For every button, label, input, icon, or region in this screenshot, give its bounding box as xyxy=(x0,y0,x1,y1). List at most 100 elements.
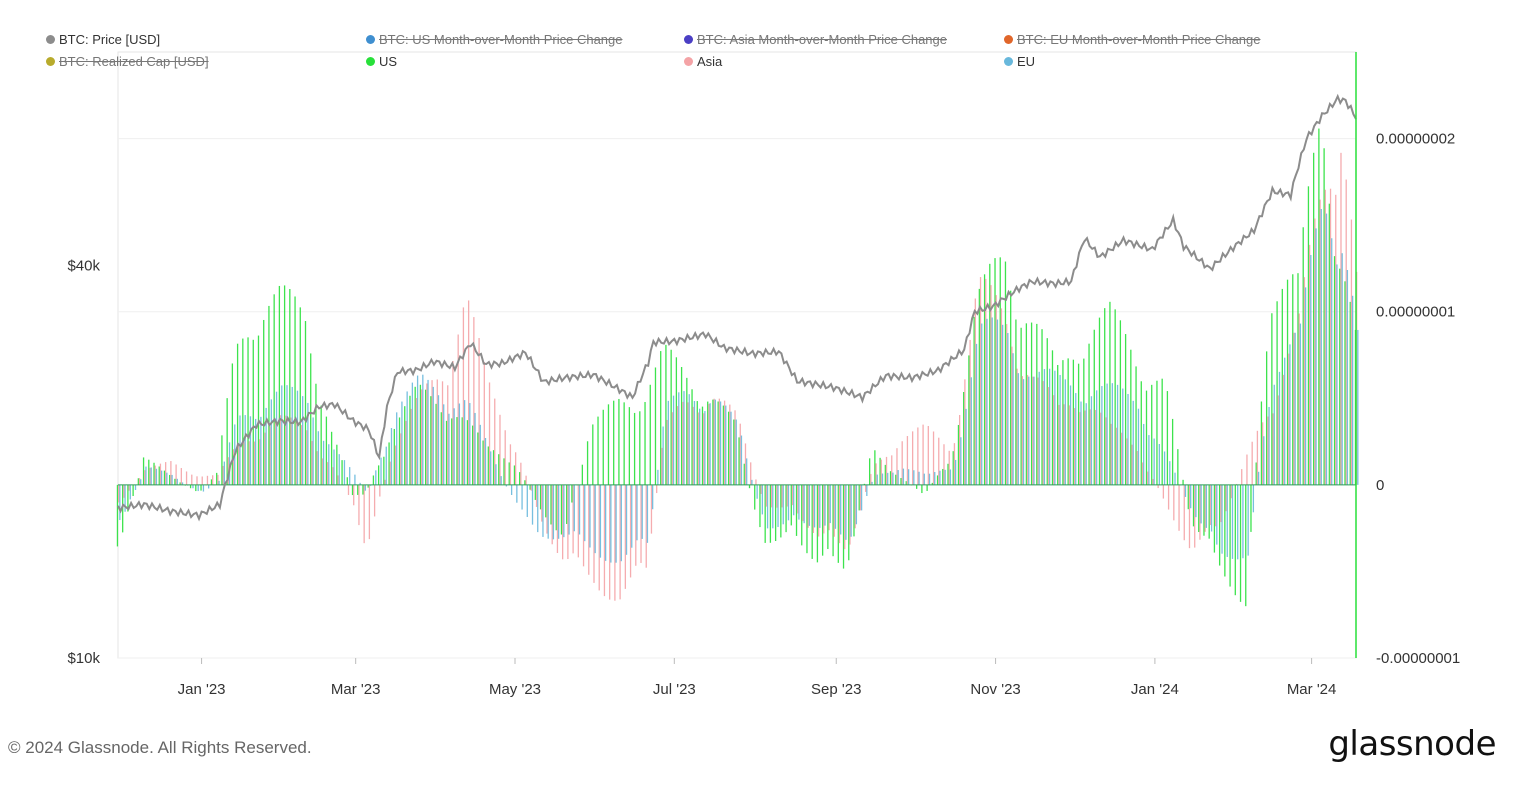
us-bar xyxy=(456,417,458,485)
asia-bar xyxy=(1204,484,1206,532)
us-bar xyxy=(837,484,839,563)
eu-bar xyxy=(249,416,252,485)
asia-bar xyxy=(729,404,731,485)
asia-bar xyxy=(530,484,532,491)
legend-dot-icon xyxy=(1004,57,1013,66)
copyright-text: © 2024 Glassnode. All Rights Reserved. xyxy=(8,738,312,757)
legend-item-eu[interactable]: EU xyxy=(1004,54,1035,69)
asia-bar xyxy=(718,398,721,485)
asia-bar xyxy=(363,484,365,544)
asia-bar xyxy=(1303,277,1306,485)
eu-bar xyxy=(662,426,664,485)
us-bar xyxy=(560,484,563,535)
eu-bar xyxy=(652,484,654,510)
us-bar xyxy=(586,441,589,485)
asia-bar xyxy=(614,484,616,601)
eu-bar xyxy=(1101,386,1103,485)
asia-bar xyxy=(201,476,203,485)
eu-bar xyxy=(552,484,555,540)
y-right-tick-label: 0 xyxy=(1376,477,1384,494)
eu-bar xyxy=(923,473,925,485)
eu-bar xyxy=(1111,383,1113,485)
asia-bar xyxy=(645,484,647,568)
asia-bar xyxy=(682,401,684,485)
eu-bar xyxy=(1257,471,1260,485)
eu-bar xyxy=(364,484,367,491)
us-bar xyxy=(952,451,954,485)
us-bar xyxy=(863,483,866,485)
us-bar xyxy=(973,316,975,485)
y-left-tick-label: $10k xyxy=(67,650,100,667)
eu-bar xyxy=(406,391,408,485)
eu-bar xyxy=(876,474,878,485)
us-bar xyxy=(367,484,369,488)
us-bar xyxy=(989,263,991,485)
eu-bar xyxy=(526,484,528,517)
us-bar xyxy=(132,484,134,497)
asia-bar xyxy=(1147,471,1149,485)
us-bar xyxy=(1271,313,1273,485)
us-bar xyxy=(1072,359,1075,485)
eu-bar xyxy=(949,469,952,485)
us-bar xyxy=(1062,360,1064,485)
eu-bar xyxy=(218,480,220,485)
legend-item-us[interactable]: US xyxy=(366,54,397,69)
asia-bar xyxy=(635,484,637,566)
us-bar xyxy=(524,480,526,485)
eu-bar xyxy=(239,415,241,485)
eu-bar xyxy=(610,484,612,563)
asia-bar xyxy=(917,427,919,485)
legend-item-btc-eu-month-over-month-price-change[interactable]: BTC: EU Month-over-Month Price Change xyxy=(1004,32,1260,47)
legend-item-asia[interactable]: Asia xyxy=(684,54,722,69)
eu-bar xyxy=(542,484,544,537)
us-bar xyxy=(153,462,155,485)
asia-bar xyxy=(1329,188,1332,485)
asia-bar xyxy=(880,459,882,485)
x-tick-label: May '23 xyxy=(489,681,541,698)
us-bar xyxy=(623,402,625,485)
asia-bar xyxy=(191,474,193,485)
us-bar xyxy=(1239,484,1242,602)
eu-bar xyxy=(699,408,701,485)
legend-label: BTC: Asia Month-over-Month Price Change xyxy=(697,32,947,47)
us-bar xyxy=(1250,484,1252,532)
asia-bar xyxy=(1241,469,1243,485)
asia-bar xyxy=(927,425,929,485)
asia-bar xyxy=(1267,416,1269,485)
asia-bar xyxy=(938,437,940,485)
us-bar xyxy=(451,418,453,485)
asia-bar xyxy=(823,484,825,534)
asia-bar xyxy=(290,417,292,485)
eu-bar xyxy=(1033,376,1035,485)
us-bar xyxy=(1104,308,1106,485)
eu-bar xyxy=(307,402,309,485)
asia-bar xyxy=(697,412,700,485)
eu-bar xyxy=(913,470,915,485)
legend-item-btc-us-month-over-month-price-change[interactable]: BTC: US Month-over-Month Price Change xyxy=(366,32,622,47)
us-bar xyxy=(801,484,803,546)
eu-bar xyxy=(422,374,424,485)
asia-bar xyxy=(1277,395,1279,485)
eu-bar xyxy=(934,472,936,485)
us-bar xyxy=(1234,484,1236,596)
us-bar xyxy=(1218,484,1221,566)
us-bar xyxy=(1135,366,1137,485)
asia-bar xyxy=(859,484,862,511)
eu-bar xyxy=(166,472,168,485)
us-bar xyxy=(613,400,615,485)
legend-item-btc-asia-month-over-month-price-change[interactable]: BTC: Asia Month-over-Month Price Change xyxy=(684,32,947,47)
asia-bar xyxy=(389,461,391,485)
asia-bar xyxy=(1136,451,1138,485)
eu-bar xyxy=(1054,370,1056,485)
eu-bar xyxy=(1012,353,1014,485)
legend-item-btc-realized-cap-usd[interactable]: BTC: Realized Cap [USD] xyxy=(46,54,209,69)
eu-bar xyxy=(270,399,272,485)
asia-bar xyxy=(441,381,444,485)
legend-item-btc-price-usd[interactable]: BTC: Price [USD] xyxy=(46,32,160,47)
btc-price-line xyxy=(117,93,1357,522)
us-bar xyxy=(853,484,855,537)
asia-bar xyxy=(854,484,856,529)
eu-bar xyxy=(751,479,753,485)
eu-bar xyxy=(557,484,560,539)
us-bar xyxy=(957,424,960,485)
